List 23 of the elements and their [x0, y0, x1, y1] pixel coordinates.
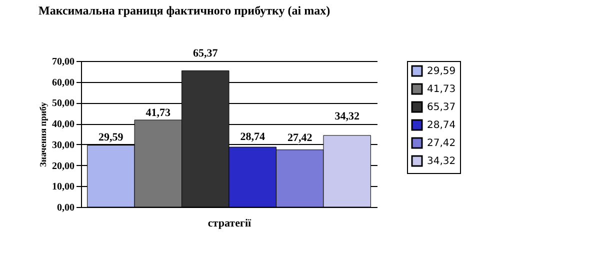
- y-tick-label: 0,00: [57, 202, 74, 214]
- legend-label: 28,74: [427, 120, 456, 131]
- y-tick-label: 40,00: [52, 119, 74, 130]
- x-axis-title: стратегії: [208, 218, 252, 230]
- legend-label: 27,42: [427, 138, 456, 149]
- data-label: 27,42: [287, 132, 313, 144]
- y-tick-label: 20,00: [52, 160, 74, 172]
- data-label: 34,32: [334, 110, 360, 122]
- legend-label: 65,37: [427, 102, 456, 113]
- data-label: 41,73: [146, 106, 172, 119]
- legend-label: 41,73: [427, 84, 456, 95]
- y-tick-label: 30,00: [52, 140, 74, 151]
- data-label: 29,59: [98, 131, 124, 144]
- legend-label: 34,32: [427, 156, 456, 167]
- y-tick-label: 10,00: [52, 182, 74, 193]
- data-label: 28,74: [240, 131, 266, 144]
- chart-title: Максимальна границя фактичного прибутку (ai max): [38, 4, 330, 18]
- data-label: 65,37: [193, 48, 218, 60]
- y-tick-label: 50,00: [52, 98, 74, 110]
- y-tick-label: 60,00: [52, 77, 74, 88]
- legend-label: 29,59: [427, 66, 456, 77]
- y-tick-label: 70,00: [52, 56, 74, 68]
- y-axis-title: Значення прибу: [38, 102, 48, 167]
